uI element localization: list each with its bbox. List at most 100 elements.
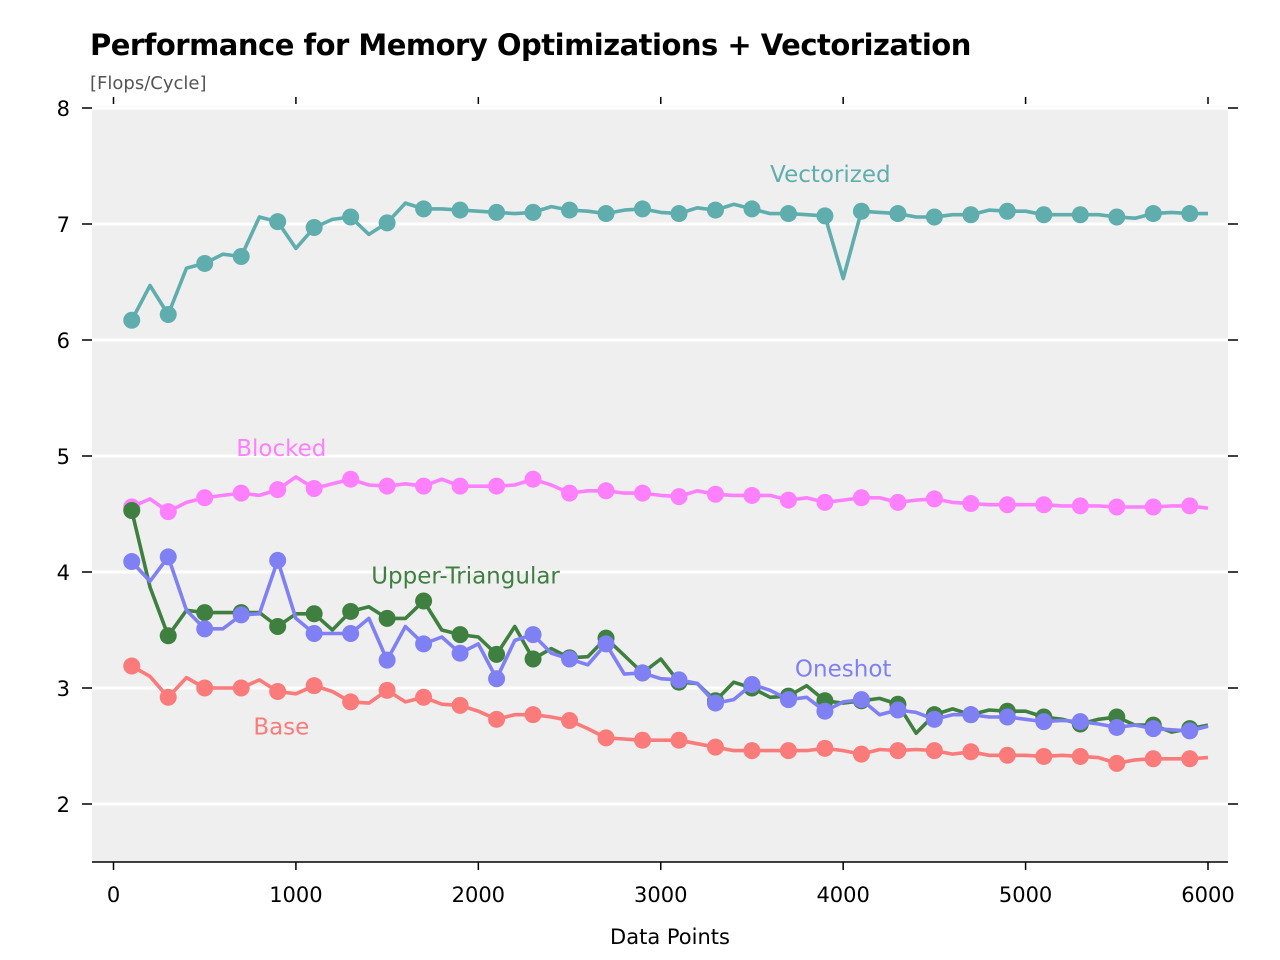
data-point-base [779, 742, 797, 760]
data-point-blocked [196, 489, 214, 507]
data-point-vectorized [1035, 206, 1053, 224]
data-point-base [597, 729, 615, 747]
data-point-oneshot [1108, 718, 1126, 736]
data-point-blocked [743, 486, 761, 504]
series-label-oneshot: Oneshot [795, 656, 891, 682]
data-point-oneshot [488, 670, 506, 688]
y-axis-label: [Flops/Cycle] [90, 73, 207, 94]
data-point-base [451, 696, 469, 714]
data-point-blocked [1108, 498, 1126, 516]
data-point-base [305, 677, 323, 695]
data-point-oneshot [305, 624, 323, 642]
series-labels: Vectorized Blocked Upper-Triangular Oneshot… [236, 162, 891, 740]
data-point-blocked [779, 491, 797, 509]
series-label-blocked: Blocked [236, 436, 326, 462]
data-point-oneshot [634, 664, 652, 682]
data-point-blocked [415, 477, 433, 495]
y-tick-label: 6 [57, 329, 70, 353]
data-point-base [1108, 754, 1126, 772]
data-point-vectorized [852, 202, 870, 220]
data-point-oneshot [816, 702, 834, 720]
data-point-blocked [524, 470, 542, 488]
series-label-vectorized: Vectorized [770, 162, 891, 188]
data-point-blocked [488, 477, 506, 495]
data-point-oneshot [378, 651, 396, 669]
data-point-blocked [816, 493, 834, 511]
data-point-vectorized [779, 205, 797, 223]
x-tick-label: 5000 [999, 883, 1052, 907]
data-point-vectorized [743, 200, 761, 218]
data-point-blocked [852, 489, 870, 507]
data-point-base [196, 679, 214, 697]
data-point-upper-triangular [451, 626, 469, 644]
data-point-vectorized [232, 247, 250, 265]
data-point-vectorized [342, 208, 360, 226]
data-point-base [962, 743, 980, 761]
data-point-base [123, 657, 141, 675]
data-point-blocked [1035, 496, 1053, 514]
data-point-upper-triangular [123, 502, 141, 520]
data-point-base [889, 742, 907, 760]
data-point-base [1181, 750, 1199, 768]
data-point-oneshot [415, 635, 433, 653]
data-point-upper-triangular [524, 650, 542, 668]
data-point-vectorized [816, 207, 834, 225]
series-label-base: Base [253, 714, 309, 740]
series-base [123, 657, 1209, 772]
data-point-upper-triangular [378, 609, 396, 627]
x-tick-label: 4000 [816, 883, 869, 907]
data-point-oneshot [342, 624, 360, 642]
data-point-base [524, 706, 542, 724]
data-point-oneshot [743, 676, 761, 694]
data-point-base [342, 693, 360, 711]
y-tick-label: 3 [57, 677, 70, 701]
data-point-base [816, 739, 834, 757]
data-point-oneshot [998, 708, 1016, 726]
data-point-upper-triangular [415, 592, 433, 610]
data-point-upper-triangular [269, 618, 287, 636]
data-point-vectorized [1181, 205, 1199, 223]
data-point-base [670, 731, 688, 749]
data-point-oneshot [524, 626, 542, 644]
data-point-upper-triangular [305, 605, 323, 623]
data-point-base [232, 679, 250, 697]
data-point-oneshot [670, 671, 688, 689]
data-point-vectorized [378, 214, 396, 232]
data-point-base [415, 688, 433, 706]
data-point-upper-triangular [196, 604, 214, 622]
x-tick-label: 2000 [452, 883, 505, 907]
data-point-blocked [451, 477, 469, 495]
data-point-oneshot [779, 691, 797, 709]
series-vectorized [123, 200, 1208, 329]
data-point-vectorized [634, 200, 652, 218]
data-point-vectorized [1144, 205, 1162, 223]
data-point-blocked [305, 479, 323, 497]
data-point-vectorized [415, 200, 433, 218]
data-point-vectorized [524, 203, 542, 221]
x-tick-label: 3000 [634, 883, 687, 907]
data-point-blocked [1144, 498, 1162, 516]
data-point-vectorized [451, 201, 469, 219]
data-point-oneshot [889, 701, 907, 719]
data-point-upper-triangular [488, 645, 506, 663]
data-point-oneshot [962, 706, 980, 724]
data-point-oneshot [561, 650, 579, 668]
data-point-base [634, 731, 652, 749]
series-label-upper-triangular: Upper-Triangular [371, 564, 560, 590]
data-point-base [925, 742, 943, 760]
data-point-blocked [706, 485, 724, 503]
data-point-vectorized [159, 305, 177, 323]
data-point-blocked [342, 470, 360, 488]
data-point-oneshot [232, 606, 250, 624]
y-tick-label: 4 [57, 561, 70, 585]
data-point-vectorized [706, 201, 724, 219]
data-point-blocked [597, 482, 615, 500]
data-point-vectorized [597, 205, 615, 223]
data-point-oneshot [123, 553, 141, 571]
data-point-blocked [634, 484, 652, 502]
data-point-base [1035, 747, 1053, 765]
data-point-oneshot [925, 710, 943, 728]
data-point-vectorized [962, 206, 980, 224]
y-tick-label: 5 [57, 445, 70, 469]
